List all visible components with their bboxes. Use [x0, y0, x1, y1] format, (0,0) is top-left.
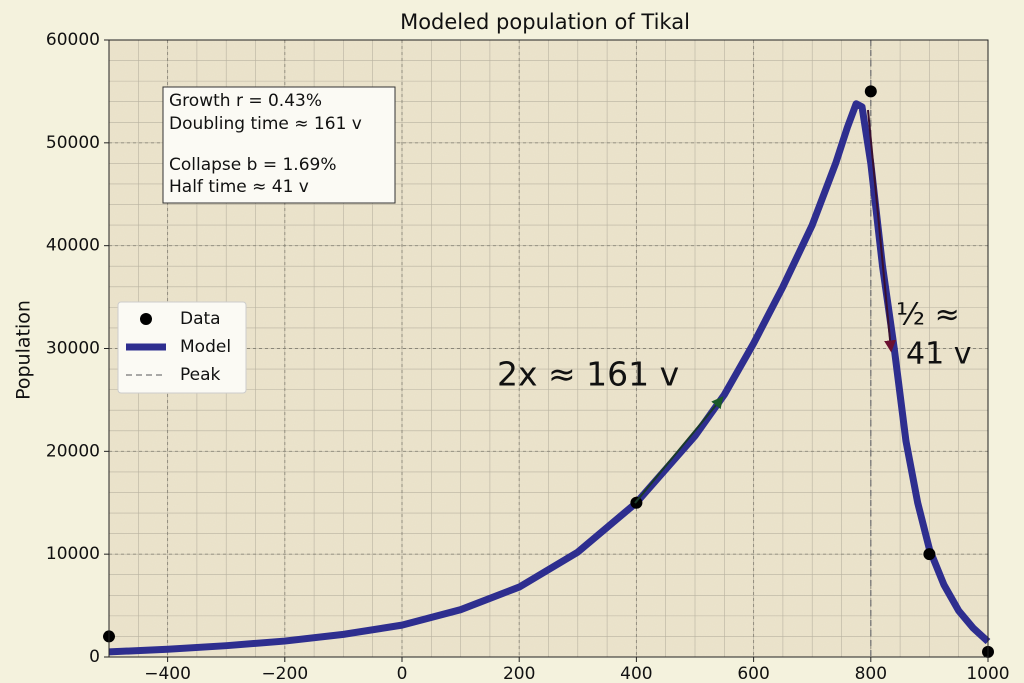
data-point [923, 548, 936, 561]
info-text: Doubling time ≈ 161 v [169, 114, 362, 134]
legend-marker [140, 313, 152, 325]
model-line [108, 100, 991, 656]
x-tick-label: −200 [261, 664, 308, 683]
chart-title: Modeled population of Tikal [400, 10, 690, 34]
y-tick-label: 40000 [46, 236, 100, 256]
annotation: 41 v [906, 337, 971, 372]
x-tick-label: 600 [737, 664, 769, 683]
annotation: 2x ≈ 161 v [497, 355, 679, 394]
y-tick-label: 10000 [46, 544, 100, 564]
y-tick-label: 20000 [46, 441, 100, 461]
x-tick-label: 800 [855, 664, 887, 683]
x-tick-label: 0 [397, 664, 408, 683]
legend-label: Peak [180, 365, 221, 385]
y-axis-label: Population [13, 300, 35, 400]
y-tick-label: 60000 [46, 30, 100, 50]
annotation: ½ ≈ [896, 298, 960, 333]
legend-label: Data [180, 309, 221, 329]
info-text: Growth r = 0.43% [169, 91, 322, 111]
info-text: Collapse b = 1.69% [169, 155, 337, 175]
y-tick-label: 0 [89, 647, 100, 667]
doubling-arrow [634, 396, 724, 504]
x-tick-label: 1000 [966, 664, 1009, 683]
x-tick-label: 200 [503, 664, 535, 683]
y-tick-label: 50000 [46, 133, 100, 153]
legend-label: Model [180, 337, 231, 357]
legend-box [117, 301, 247, 394]
data-point [864, 85, 877, 98]
half-arrow [867, 109, 897, 353]
info-box [162, 86, 396, 204]
x-tick-label: −400 [144, 664, 191, 683]
y-tick-label: 30000 [46, 339, 100, 359]
x-tick-label: 400 [620, 664, 652, 683]
info-text: Half time ≈ 41 v [169, 177, 309, 197]
